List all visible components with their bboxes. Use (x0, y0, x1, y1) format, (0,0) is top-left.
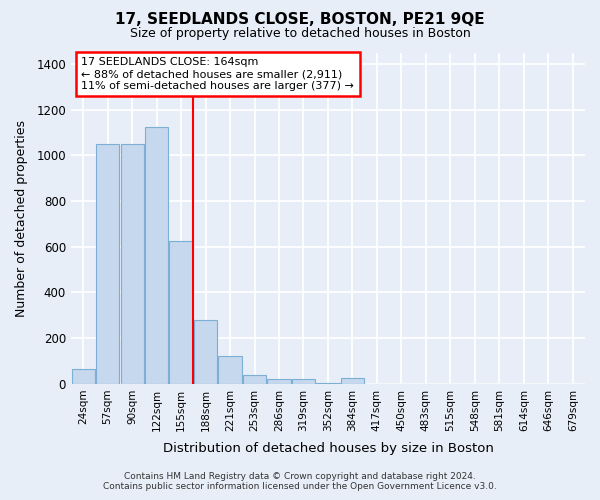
Bar (194, 320, 217, 384)
Bar (121, 144, 144, 384)
Bar (145, 127, 168, 384)
Bar (96, 144, 119, 384)
Bar (268, 380, 290, 384)
Bar (316, 383, 340, 384)
Text: Contains HM Land Registry data © Crown copyright and database right 2024.
Contai: Contains HM Land Registry data © Crown c… (103, 472, 497, 491)
Bar (243, 375, 266, 384)
Bar (341, 378, 364, 384)
Bar (218, 356, 242, 384)
X-axis label: Distribution of detached houses by size in Boston: Distribution of detached houses by size … (163, 442, 493, 455)
Bar (292, 380, 315, 384)
Bar (169, 241, 193, 384)
Text: 17, SEEDLANDS CLOSE, BOSTON, PE21 9QE: 17, SEEDLANDS CLOSE, BOSTON, PE21 9QE (115, 12, 485, 28)
Y-axis label: Number of detached properties: Number of detached properties (15, 120, 28, 316)
Text: Size of property relative to detached houses in Boston: Size of property relative to detached ho… (130, 28, 470, 40)
Bar (71, 369, 95, 384)
Text: 17 SEEDLANDS CLOSE: 164sqm
← 88% of detached houses are smaller (2,911)
11% of s: 17 SEEDLANDS CLOSE: 164sqm ← 88% of deta… (81, 58, 354, 90)
